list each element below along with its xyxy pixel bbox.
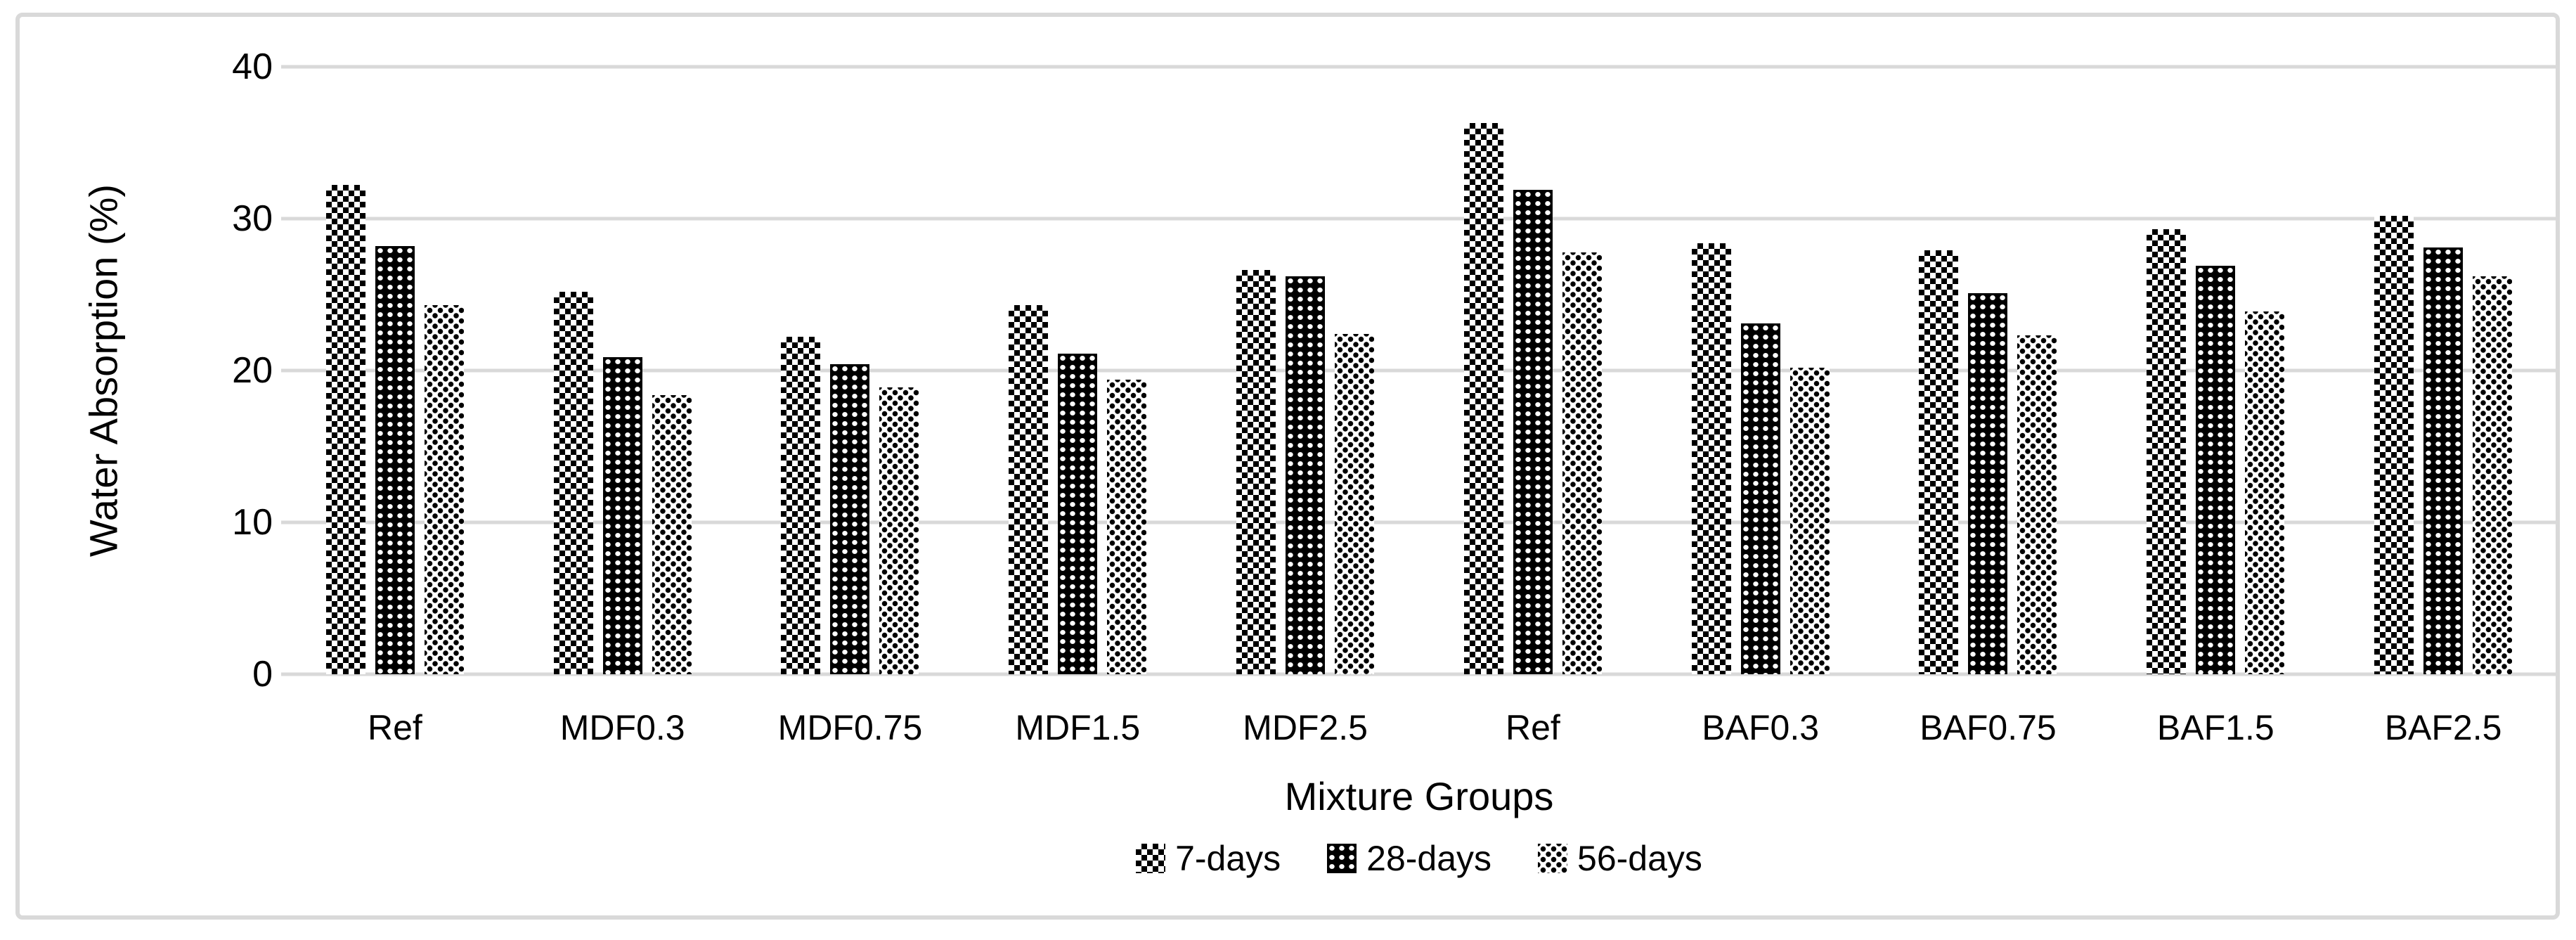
legend-label-7-days: 7-days — [1175, 839, 1281, 878]
x-tick-label-3-mdf0.75: MDF0.75 — [777, 708, 923, 747]
legend-swatch-black-white-checkerboard — [1136, 844, 1166, 873]
bar-7-days-baf0.3-7 — [1691, 243, 1731, 674]
plot-area — [281, 65, 2557, 676]
bar-7-days-mdf0.75-3 — [781, 337, 821, 674]
gridline-y-10 — [281, 520, 2557, 524]
bar-56-days-mdf1.5-4 — [1107, 379, 1147, 674]
legend-label-56-days: 56-days — [1577, 839, 1702, 878]
bar-7-days-baf1.5-9 — [2147, 229, 2187, 674]
bar-7-days-mdf1.5-4 — [1009, 305, 1049, 674]
gridline-y-0 — [281, 672, 2557, 676]
x-axis-tick-labels: Ref MDF0.3 MDF0.75 MDF1.5 MDF2.5 Ref BAF0.3 BAF… — [281, 707, 2557, 749]
bar-group-4-mdf1.5 — [964, 67, 1191, 674]
x-axis-title: Mixture Groups — [1284, 774, 1554, 818]
y-tick-label-20: 20 — [232, 350, 273, 391]
bar-28-days-mdf1.5-4 — [1058, 354, 1098, 674]
gridline-y-30 — [281, 217, 2557, 221]
bar-group-2-mdf0.3 — [509, 67, 737, 674]
bar-28-days-mdf0.75-3 — [830, 364, 870, 674]
bar-56-days-mdf0.75-3 — [879, 387, 919, 674]
bar-28-days-ref-1 — [375, 245, 415, 674]
bar-56-days-baf0.3-7 — [1789, 367, 1830, 674]
x-tick-label-1-ref: Ref — [367, 708, 422, 747]
legend-item-28-days: 28-days — [1327, 841, 1491, 876]
bar-7-days-baf0.75-8 — [1919, 250, 1959, 674]
x-tick-label-8-baf0.75: BAF0.75 — [1920, 708, 2057, 747]
bar-28-days-baf1.5-9 — [2196, 265, 2236, 674]
bar-28-days-baf2.5-10 — [2423, 247, 2464, 674]
y-tick-label-40: 40 — [232, 46, 273, 87]
bar-7-days-ref-6 — [1463, 122, 1503, 674]
gridline-y-20 — [281, 368, 2557, 373]
x-tick-label-2-mdf0.3: MDF0.3 — [559, 708, 685, 747]
bar-28-days-ref-6 — [1513, 189, 1553, 674]
bar-group-10-baf2.5 — [2329, 67, 2557, 674]
bar-56-days-mdf0.3-2 — [652, 394, 692, 674]
legend-item-7-days: 7-days — [1136, 841, 1281, 876]
x-tick-label-5-mdf2.5: MDF2.5 — [1243, 708, 1368, 747]
x-tick-label-10-baf2.5: BAF2.5 — [2384, 708, 2502, 747]
bar-28-days-mdf0.3-2 — [602, 356, 642, 674]
y-tick-label-10: 10 — [232, 502, 273, 543]
bar-28-days-baf0.3-7 — [1740, 323, 1780, 674]
x-tick-label-4-mdf1.5: MDF1.5 — [1015, 708, 1141, 747]
bar-56-days-baf2.5-10 — [2473, 276, 2513, 674]
legend-swatch-sparse-black-dot-grid-on-white — [1538, 844, 1568, 873]
bar-7-days-mdf0.3-2 — [553, 291, 593, 674]
bar-groups-container — [281, 67, 2557, 674]
bar-56-days-mdf2.5-5 — [1335, 334, 1375, 674]
legend-label-28-days: 28-days — [1366, 839, 1492, 878]
bar-group-6-ref — [1419, 67, 1647, 674]
legend: 7-days 28-days 56-days — [281, 841, 2557, 876]
bar-56-days-baf0.75-8 — [2017, 335, 2057, 674]
bar-7-days-ref-1 — [325, 185, 365, 674]
bar-group-9-baf1.5 — [2102, 67, 2329, 674]
gridline-y-40 — [281, 65, 2557, 69]
x-tick-label-9-baf1.5: BAF1.5 — [2156, 708, 2274, 747]
bar-56-days-ref-1 — [424, 305, 464, 674]
bar-7-days-baf2.5-10 — [2374, 215, 2414, 674]
legend-item-56-days: 56-days — [1538, 841, 1702, 876]
bar-28-days-baf0.75-8 — [1968, 292, 2008, 674]
y-tick-label-0: 0 — [252, 654, 273, 695]
bar-28-days-mdf2.5-5 — [1286, 276, 1326, 674]
y-axis-tick-labels: 40 30 20 10 0 — [0, 49, 273, 693]
bar-group-3-mdf0.75 — [737, 67, 964, 674]
bar-group-1-ref — [281, 67, 509, 674]
bar-56-days-baf1.5-9 — [2245, 311, 2285, 674]
bar-group-7-baf0.3 — [1647, 67, 1875, 674]
x-tick-label-6-ref: Ref — [1505, 708, 1560, 747]
legend-swatch-white-dot-grid-on-black — [1327, 844, 1357, 873]
bar-7-days-mdf2.5-5 — [1236, 270, 1276, 674]
bar-group-5-mdf2.5 — [1191, 67, 1419, 674]
bar-group-8-baf0.75 — [1875, 67, 2102, 674]
bar-56-days-ref-6 — [1562, 252, 1602, 674]
x-tick-label-7-baf0.3: BAF0.3 — [1702, 708, 1820, 747]
y-tick-label-30: 30 — [232, 198, 273, 239]
